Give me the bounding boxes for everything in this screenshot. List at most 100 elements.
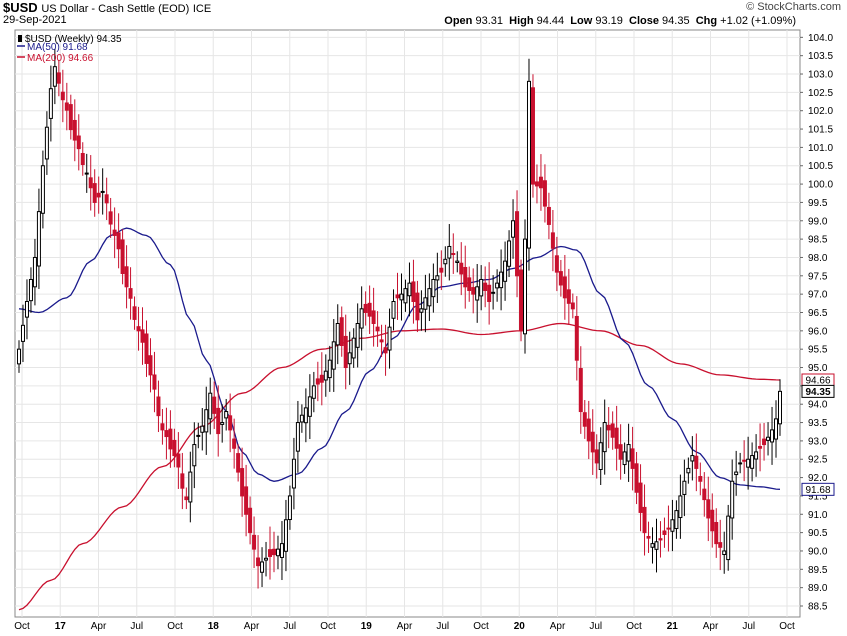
candle-body [92,183,97,203]
candle-body [152,374,157,390]
candle-body [287,495,292,521]
candle-body [164,430,169,438]
candle-body [355,323,360,348]
candle-body [638,482,643,513]
candle-body [471,287,476,295]
candle-body [36,211,41,267]
candle-body [367,302,372,317]
x-tick-label: Oct [14,621,30,632]
y-tick-label: 103.5 [808,51,833,62]
candle-body [634,463,639,493]
candle-body [618,444,623,460]
candle-body [718,542,723,548]
plot-border [14,29,801,618]
candle-body [319,374,324,383]
candle-body [590,431,595,453]
y-tick-label: 91.0 [808,510,828,521]
candle-body [120,239,125,274]
candle-body [196,434,201,437]
candle-body [188,471,193,503]
candle-body [331,341,336,370]
y-tick-label: 91.5 [808,491,828,502]
candle-body [299,414,304,423]
candle-body [511,220,516,238]
candle-body [750,455,755,469]
y-tick-label: 96.5 [808,308,828,319]
candle-body [371,310,376,325]
candle-body [240,468,245,497]
candle-body [730,480,735,519]
candle-body [726,515,731,561]
y-tick-label: 100.5 [808,161,833,172]
candle-body [666,527,671,530]
credit-label: © StockCharts.com [746,1,841,13]
y-tick-label: 99.0 [808,216,828,227]
candle-body [351,337,356,359]
candle-body [415,292,420,321]
candle-body [503,260,508,282]
symbol-description: US Dollar - Cash Settle (EOD) [41,3,190,15]
candle-body [774,418,779,440]
y-tick-label: 95.0 [808,363,828,374]
candle-body [216,407,221,435]
candle-body [295,422,300,452]
last-price-tag: 94.35 [805,387,830,398]
candle-body [526,80,531,249]
candle-body [574,315,579,361]
candle-body [64,102,69,111]
candle-body [56,72,61,84]
candle-body [455,260,460,263]
y-tick-label: 102.0 [808,106,833,117]
candle-body [160,423,165,431]
candle-body [363,303,368,313]
candle-body [439,267,444,273]
candle-body [283,519,288,552]
candle-body [387,326,392,351]
candle-body [32,256,37,288]
candle-body [463,266,468,288]
candle-body [108,211,113,225]
candle-body [72,119,77,141]
candle-body [734,471,739,476]
y-tick-label: 96.0 [808,326,828,337]
candle-body [303,407,308,424]
y-tick-label: 90.5 [808,528,828,539]
ohlc-summary: Open 93.31 High 94.44 Low 93.19 Close 94… [444,15,796,27]
x-tick-label: Jul [436,621,449,632]
ma200-line [18,322,781,611]
candle-body [530,87,535,185]
candle-body [694,455,699,469]
x-tick-label: Apr [91,621,107,632]
candle-body [391,300,396,319]
candle-body [698,476,703,482]
legend-price-swatch [18,35,22,42]
y-tick-label: 90.0 [808,546,828,557]
candle-body [68,104,73,131]
legend-price: $USD (Weekly) 94.35 [25,34,122,45]
candle-body [343,335,348,369]
candle-body [128,288,133,299]
candle-body [315,378,320,385]
y-tick-label: 103.0 [808,70,833,81]
chg-value: +1.02 (+1.09%) [720,15,796,27]
candle-body [594,449,599,464]
candle-body [104,194,109,204]
x-axis: Oct 17 Apr Jul Oct 18 Apr Jul Oct 19 Apr Jul Oct 20 Ap… [14,621,795,632]
candle-body [347,352,352,365]
candle-body [96,192,101,198]
ma200-value-tag: 94.66 [805,375,830,386]
candle-body [738,462,743,465]
candle-body [271,548,276,556]
candle-body [88,177,93,189]
exchange: ICE [192,3,212,15]
candle-body [136,326,141,332]
candle-body [260,561,265,573]
y-axis: 88.5 89.0 89.5 90.0 90.5 91.0 91.5 92.0 92.5 93.0… [800,33,833,612]
low-label: Low [570,15,593,27]
candle-body [746,458,751,468]
chart-header: $USD US Dollar - Cash Settle (EOD) ICE 2… [0,0,847,30]
candle-body [339,317,344,347]
y-tick-label: 97.0 [808,290,828,301]
